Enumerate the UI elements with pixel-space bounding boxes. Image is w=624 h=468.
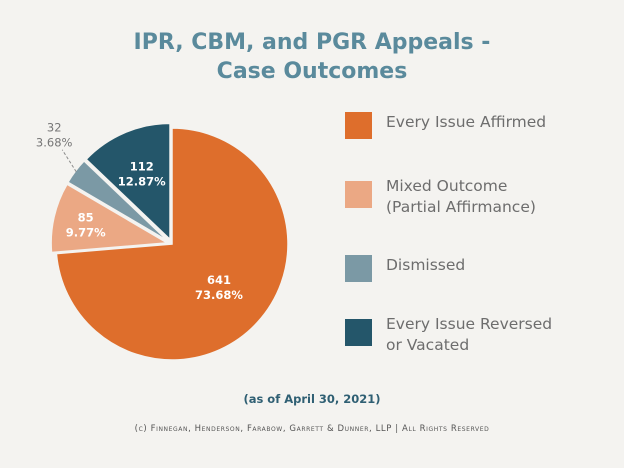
data-label-percent: 9.77% [66,225,106,239]
data-label-percent: 3.68% [36,136,73,150]
copyright-text: (c) Finnegan, Henderson, Farabow, Garret… [134,424,490,434]
chart-title: IPR, CBM, and PGR Appeals - Case Outcome… [0,28,624,86]
data-label-count: 32 [47,121,62,135]
legend-swatch [345,112,372,139]
legend-label: Dismissed [386,256,466,274]
legend-swatch [345,255,372,282]
legend-swatch [345,181,372,208]
chart-legend: Every Issue Affirmed Mixed Outcome (Part… [345,0,615,468]
pie-slice-every-issue-reversed [85,122,171,242]
data-label-count: 641 [207,273,231,287]
data-label-count: 85 [78,210,94,224]
data-label-percent: 73.68% [195,288,243,302]
legend-item-every-issue-reversed: Every Issue Reversed or Vacated [345,314,552,356]
legend-label: Every Issue Reversed [386,315,553,333]
pie-slice-mixed-outcome [50,183,170,254]
data-label-dismissed: 323.68% [36,121,73,150]
pie-slice-every-issue-affirmed [55,127,289,361]
legend-label: or Vacated [386,336,470,354]
copyright-notice: (c) Finnegan, Henderson, Farabow, Garret… [0,424,624,434]
chart-title-line-2: Case Outcomes [216,59,408,84]
legend-item-mixed-outcome: Mixed Outcome (Partial Affirmance) [345,176,536,218]
leader-line-dismissed [61,149,77,172]
legend-item-every-issue-affirmed: Every Issue Affirmed [345,112,546,139]
data-label-percent: 12.87% [118,174,166,188]
data-label-mixed-outcome: 859.77% [66,210,106,239]
as-of-note: (as of April 30, 2021) [243,392,381,406]
legend-label: Mixed Outcome [386,177,508,195]
legend-swatch [345,319,372,346]
legend-item-dismissed: Dismissed [345,255,465,282]
data-label-count: 112 [130,159,154,173]
legend-label: (Partial Affirmance) [386,198,536,216]
legend-label: Every Issue Affirmed [386,113,547,131]
chart-title-line-1: IPR, CBM, and PGR Appeals - [133,30,491,55]
